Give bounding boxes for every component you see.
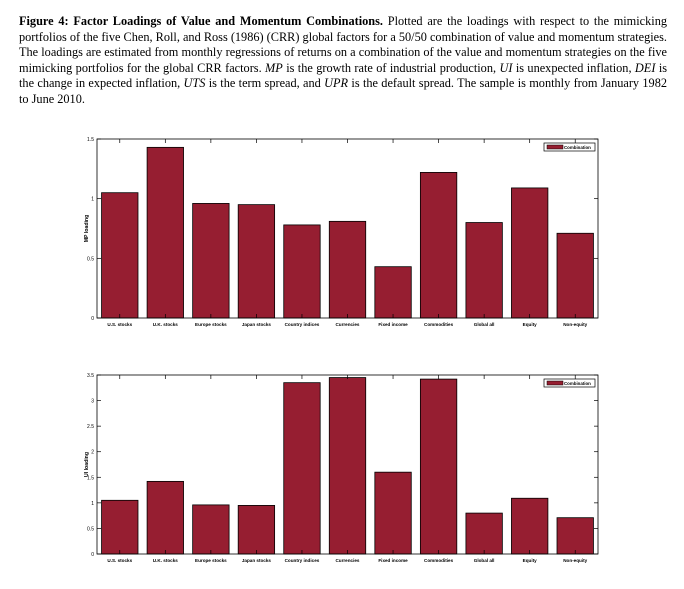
figure-caption: Figure 4: Factor Loadings of Value and M… xyxy=(19,14,667,108)
y-tick-label: 2 xyxy=(91,450,94,456)
y-tick-label: 0 xyxy=(91,316,94,322)
x-tick-label: Fixed income xyxy=(378,558,408,563)
bar xyxy=(556,232,594,319)
x-tick-label: Global all xyxy=(474,322,495,327)
y-tick-label: 1 xyxy=(91,501,94,507)
legend-swatch xyxy=(546,144,564,150)
mp-loading-chart: 0 0.5 1 1.5 U.S. stocks U.K. stocks Europe sto… xyxy=(84,137,599,327)
x-tick-label: Non-equity xyxy=(563,558,587,563)
bar xyxy=(465,222,503,319)
x-tick-label: Equity xyxy=(523,322,537,327)
y-tick-label: 3.5 xyxy=(87,373,94,379)
x-tick-label: U.K. stocks xyxy=(153,322,178,327)
bar xyxy=(237,505,276,555)
bar xyxy=(283,224,321,319)
x-tick-label: U.S. stocks xyxy=(107,322,132,327)
bar xyxy=(374,471,412,555)
bar xyxy=(556,517,594,555)
x-tick-label: U.K. stocks xyxy=(153,558,178,563)
x-tick-label: Country indices xyxy=(285,322,320,327)
x-tick-label: Japan stocks xyxy=(242,558,272,563)
var-mp: MP xyxy=(265,60,283,75)
legend-box xyxy=(543,378,596,388)
bar xyxy=(237,204,276,319)
var-upr: UPR xyxy=(324,76,349,91)
y-tick-label: 0 xyxy=(91,552,94,558)
bar xyxy=(511,187,549,319)
bar xyxy=(101,192,139,319)
bar xyxy=(465,512,503,555)
y-axis-label: MP loading xyxy=(84,215,90,243)
bar xyxy=(192,203,230,319)
y-tick-label: 1.5 xyxy=(87,475,94,481)
bar xyxy=(419,172,458,319)
var-dei: DEI xyxy=(634,60,656,75)
legend-label: Combination xyxy=(564,381,591,386)
x-tick-label: Japan stocks xyxy=(242,322,272,327)
caption-text: Plotted are the loadings with respect to… xyxy=(19,14,667,75)
y-tick-label: 2.5 xyxy=(87,424,94,430)
y-axis-label: UI loading xyxy=(84,452,90,477)
bar xyxy=(374,266,412,319)
var-ui: UI xyxy=(499,60,513,75)
x-tick-label: Global all xyxy=(474,558,495,563)
bar xyxy=(419,378,458,555)
ui-loading-chart: 0 0.5 1 1.5 2 2.5 3 3.5 U.S. stocks U.K. stocks Eu… xyxy=(84,373,599,563)
legend-box xyxy=(543,142,596,152)
y-tick-label: 0.5 xyxy=(87,526,94,532)
x-tick-label: Equity xyxy=(523,558,537,563)
x-tick-label: Europe stocks xyxy=(195,558,227,563)
caption-text: is the term spread, and xyxy=(208,76,321,91)
x-tick-label: Country indices xyxy=(285,558,320,563)
x-tick-label: Currencies xyxy=(335,322,359,327)
figure-title: Factor Loadings of Value and Momentum Co… xyxy=(73,14,383,28)
caption-text: is the growth rate of industrial product… xyxy=(286,60,497,75)
bar xyxy=(146,480,184,555)
caption-text: is the change in expected inflation, xyxy=(19,60,668,91)
caption-text: is the default spread. The sample is mon… xyxy=(19,76,667,106)
x-tick-label: Fixed income xyxy=(378,322,408,327)
var-uts: UTS xyxy=(183,76,206,91)
y-tick-label: 1 xyxy=(91,197,94,203)
x-tick-label: Commodities xyxy=(424,558,454,563)
bar xyxy=(328,377,367,555)
y-tick-label: 0.5 xyxy=(87,256,94,262)
bar xyxy=(328,220,367,319)
x-tick-label: Non-equity xyxy=(563,322,587,327)
bar xyxy=(283,382,321,555)
bar xyxy=(192,504,230,555)
y-tick-label: 1.5 xyxy=(87,137,94,143)
bar xyxy=(511,497,549,555)
x-tick-label: Currencies xyxy=(335,558,359,563)
bar xyxy=(101,499,139,555)
x-tick-label: Europe stocks xyxy=(195,322,227,327)
x-tick-label: U.S. stocks xyxy=(107,558,132,563)
y-tick-label: 3 xyxy=(91,399,94,405)
bar xyxy=(146,146,184,319)
legend-swatch xyxy=(546,380,564,386)
figure-label: Figure 4: xyxy=(19,14,69,28)
legend-label: Combination xyxy=(564,145,591,150)
x-tick-label: Commodities xyxy=(424,322,454,327)
caption-text: is unexpected inflation, xyxy=(515,60,632,75)
